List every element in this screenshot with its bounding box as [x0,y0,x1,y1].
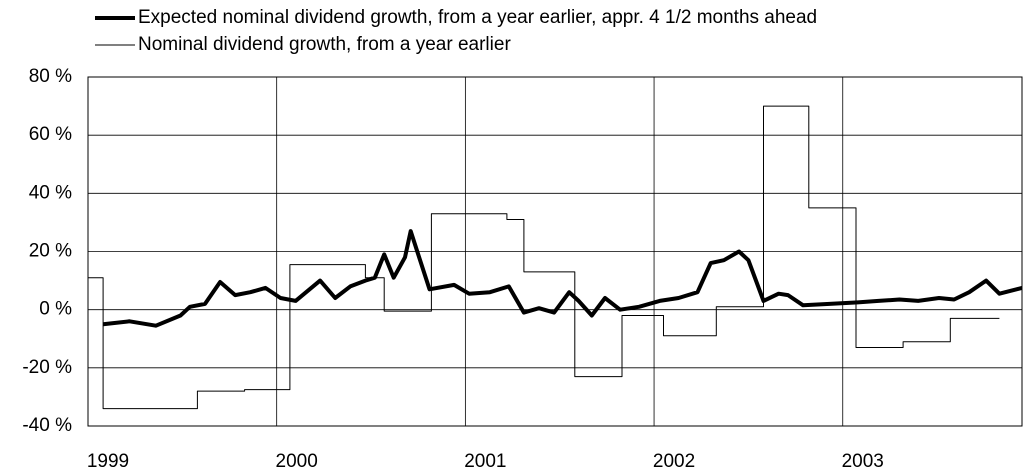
x-tick-label: 2000 [276,451,318,472]
y-tick-label: 20 % [29,241,72,262]
y-tick-label: 40 % [29,182,72,203]
series-line [88,105,1000,410]
y-tick-label: 80 % [29,66,72,87]
y-tick-label: 60 % [29,124,72,145]
y-tick-label: 0 % [39,299,72,320]
y-tick-label: -20 % [22,357,72,378]
legend-label: Nominal dividend growth, from a year ear… [138,34,511,55]
plot-frame [87,76,1023,427]
legend-label: Expected nominal dividend growth, from a… [138,7,817,28]
x-tick-label: 2003 [842,451,884,472]
x-tick-label: 2001 [464,451,506,472]
y-tick-label: -40 % [22,415,72,436]
x-tick-label: 2002 [653,451,695,472]
series-line [102,229,1023,328]
x-tick-label: 1999 [87,451,129,472]
